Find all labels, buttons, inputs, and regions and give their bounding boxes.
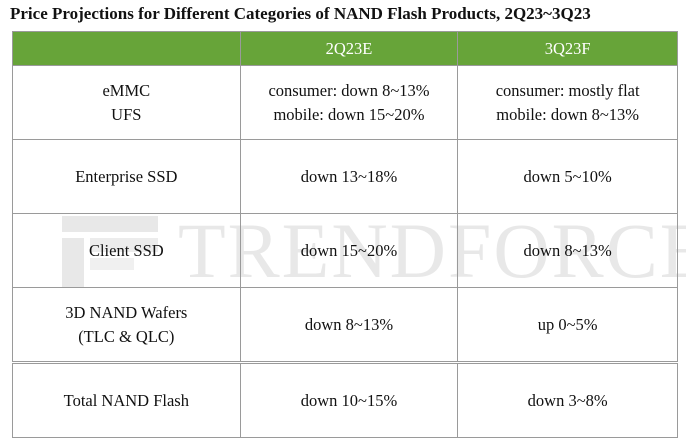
q2-cell: consumer: down 8~13% mobile: down 15~20% <box>239 65 459 140</box>
category-cell: Total NAND Flash <box>12 361 241 438</box>
value-line: consumer: down 8~13% <box>268 80 430 100</box>
q3-cell: consumer: mostly flat mobile: down 8~13% <box>457 65 678 140</box>
page-title: Price Projections for Different Categori… <box>10 4 591 23</box>
category-line: 3D NAND Wafers <box>65 302 188 322</box>
value-line: down 3~8% <box>527 390 608 410</box>
q3-cell: down 3~8% <box>457 361 678 438</box>
value-line: mobile: down 15~20% <box>273 104 425 124</box>
table-row: Client SSD down 15~20% down 8~13% <box>12 213 678 288</box>
category-cell: Enterprise SSD <box>12 139 241 214</box>
category-line: Total NAND Flash <box>63 390 189 410</box>
q3-cell: down 8~13% <box>457 213 678 288</box>
header-cell-2q23e: 2Q23E <box>239 31 459 66</box>
value-line: consumer: mostly flat <box>495 80 640 100</box>
category-line: UFS <box>111 104 142 124</box>
price-projection-table: 2Q23E 3Q23F eMMC UFS consumer: down 8~13… <box>12 31 678 438</box>
header-cell-category <box>12 31 241 66</box>
q3-cell: down 5~10% <box>457 139 678 214</box>
value-line: down 8~13% <box>304 314 394 334</box>
value-line: down 13~18% <box>300 166 398 186</box>
q2-cell: down 13~18% <box>239 139 459 214</box>
category-line: Client SSD <box>88 240 164 260</box>
category-line: eMMC <box>102 80 151 100</box>
value-line: down 8~13% <box>523 240 612 260</box>
value-line: down 5~10% <box>523 166 612 186</box>
category-line: (TLC & QLC) <box>78 326 175 346</box>
header-cell-3q23f: 3Q23F <box>457 31 678 66</box>
q2-cell: down 10~15% <box>239 361 459 438</box>
q2-cell: down 15~20% <box>239 213 459 288</box>
table-row: 3D NAND Wafers (TLC & QLC) down 8~13% up… <box>12 287 678 363</box>
table-row: Enterprise SSD down 13~18% down 5~10% <box>12 139 678 214</box>
category-line: Enterprise SSD <box>75 166 178 186</box>
category-cell: 3D NAND Wafers (TLC & QLC) <box>12 287 241 363</box>
value-line: down 10~15% <box>300 390 398 410</box>
table-row-total: Total NAND Flash down 10~15% down 3~8% <box>12 361 678 438</box>
category-cell: eMMC UFS <box>12 65 241 140</box>
value-line: up 0~5% <box>537 314 598 334</box>
value-line: mobile: down 8~13% <box>496 104 640 124</box>
q3-cell: up 0~5% <box>457 287 678 363</box>
table-header-row: 2Q23E 3Q23F <box>12 31 678 66</box>
category-cell: Client SSD <box>12 213 241 288</box>
table-row: eMMC UFS consumer: down 8~13% mobile: do… <box>12 65 678 140</box>
q2-cell: down 8~13% <box>239 287 459 363</box>
value-line: down 15~20% <box>300 240 398 260</box>
